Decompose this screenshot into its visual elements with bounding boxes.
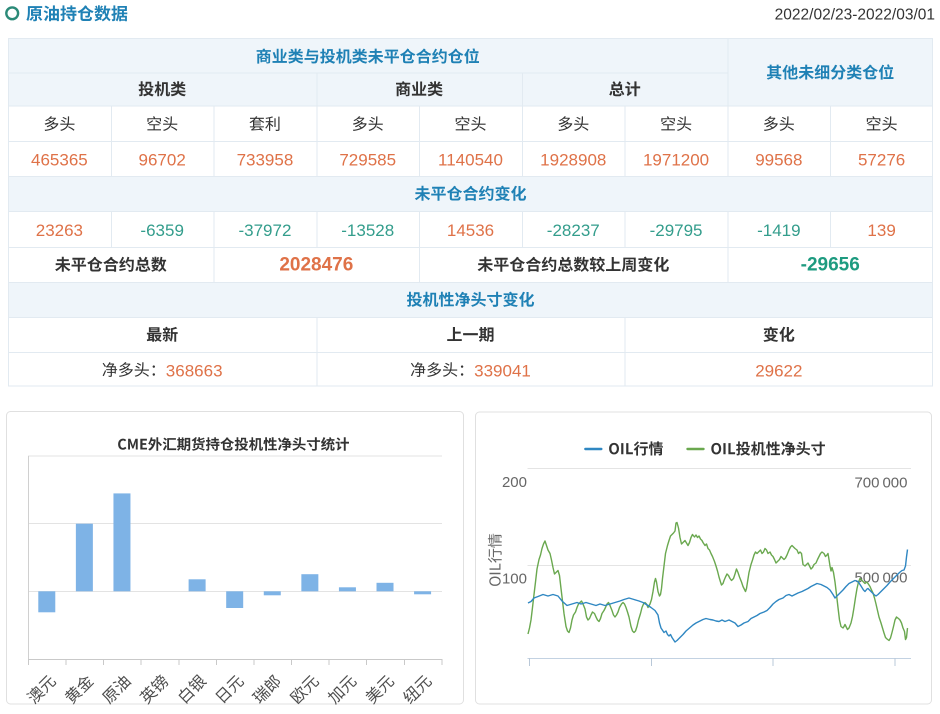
svg-text:-29656: -29656	[801, 254, 860, 275]
svg-text:-29795: -29795	[650, 221, 703, 240]
svg-text:700 000: 700 000	[854, 475, 907, 492]
svg-text:-28237: -28237	[547, 221, 600, 240]
svg-text:57276: 57276	[858, 151, 905, 170]
svg-text:1928908: 1928908	[540, 151, 606, 170]
svg-text:-13528: -13528	[341, 221, 394, 240]
svg-text:-6359: -6359	[140, 221, 183, 240]
svg-text:139: 139	[867, 221, 895, 240]
svg-text:368663: 368663	[166, 361, 223, 380]
svg-text:339041: 339041	[474, 361, 531, 380]
svg-text:1971200: 1971200	[643, 151, 709, 170]
svg-text:14536: 14536	[447, 221, 494, 240]
svg-text:99568: 99568	[755, 151, 802, 170]
svg-text:100: 100	[502, 571, 527, 588]
svg-text:96702: 96702	[139, 151, 186, 170]
svg-text:2028476: 2028476	[279, 254, 353, 275]
svg-text:23263: 23263	[36, 221, 83, 240]
svg-text:729585: 729585	[339, 151, 396, 170]
svg-text:-1419: -1419	[757, 221, 800, 240]
svg-text:733958: 733958	[237, 151, 294, 170]
svg-text:1140540: 1140540	[438, 151, 503, 170]
svg-text:465365: 465365	[31, 151, 88, 170]
svg-text:-37972: -37972	[238, 221, 291, 240]
svg-text:29622: 29622	[755, 361, 802, 380]
svg-text:200: 200	[502, 474, 527, 491]
svg-text:2022/02/23-2022/03/01: 2022/02/23-2022/03/01	[775, 7, 935, 24]
